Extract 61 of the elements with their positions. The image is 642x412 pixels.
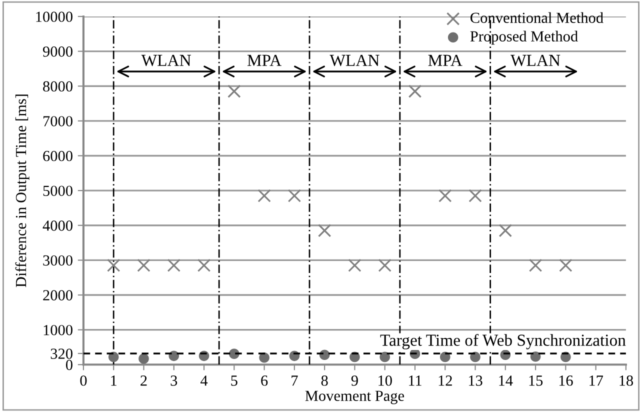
point (559, 258, 572, 272)
y-tick-label: 10000 (36, 12, 72, 22)
x-tick-label: 15 (529, 376, 543, 386)
point (228, 84, 241, 98)
y-tick-label: 9000 (42, 46, 72, 57)
x-tick-label: 18 (620, 375, 634, 386)
y-tick-label: 4000 (42, 220, 72, 231)
x-tick-label: 1 (111, 376, 116, 386)
y-tick-label: 8000 (43, 81, 72, 92)
legend-label: Proposed Method (470, 30, 578, 45)
x-tick-label: 9 (351, 376, 358, 386)
x-tick-label: 11 (408, 376, 422, 386)
annotation: WLAN (141, 54, 191, 66)
x-tick-label: 6 (261, 376, 268, 386)
point (468, 189, 482, 202)
x-tick-label: 7 (292, 376, 298, 386)
x-tick-label: 3 (170, 376, 178, 386)
x-tick-label: 4 (200, 376, 208, 386)
x-tick-label: 12 (438, 376, 452, 386)
point (288, 189, 302, 202)
point (378, 258, 392, 272)
point (106, 258, 120, 272)
point (258, 189, 271, 202)
point (138, 354, 149, 364)
point (438, 189, 452, 202)
point (348, 258, 362, 272)
annotation: WLAN (510, 54, 560, 66)
annotation: MPA (247, 54, 282, 66)
y-tick-label: 1000 (44, 324, 72, 336)
point (318, 224, 332, 238)
x-tick-label: 16 (559, 376, 573, 386)
y-tick-label: 5000 (43, 186, 72, 196)
x-tick-label: 0 (80, 375, 87, 386)
y-tick-label: 0 (66, 360, 72, 370)
point (167, 258, 181, 272)
x-tick-label: 5 (231, 376, 238, 386)
x-tick-label: 14 (499, 376, 513, 386)
annotation: MPA (428, 54, 462, 66)
point (498, 224, 512, 238)
x-tick-label: 17 (590, 376, 604, 386)
y-tick-label: 320 (50, 348, 72, 359)
y-tick-label: 3000 (43, 255, 72, 266)
x-tick-label: 2 (140, 376, 147, 386)
x-tick-label: 10 (378, 375, 392, 386)
point (380, 352, 390, 362)
legend-label: Conventional Method (470, 12, 604, 23)
point (528, 258, 542, 272)
annotation: WLAN (330, 54, 380, 66)
y-axis-title: Difference in Output Time [ms] (15, 94, 30, 288)
x-tick-label: 13 (468, 376, 482, 386)
point (470, 352, 480, 362)
ref-line-label: Target Time of Web Synchronization (380, 334, 626, 350)
x-tick-label: 8 (321, 375, 328, 386)
y-tick-label: 2000 (43, 290, 72, 300)
point (197, 258, 211, 272)
y-tick-label: 7000 (43, 116, 72, 126)
x-axis-title: Movement Page (305, 390, 404, 404)
point (408, 84, 422, 98)
y-tick-label: 6000 (43, 150, 72, 162)
point (530, 351, 541, 362)
point (137, 258, 150, 272)
